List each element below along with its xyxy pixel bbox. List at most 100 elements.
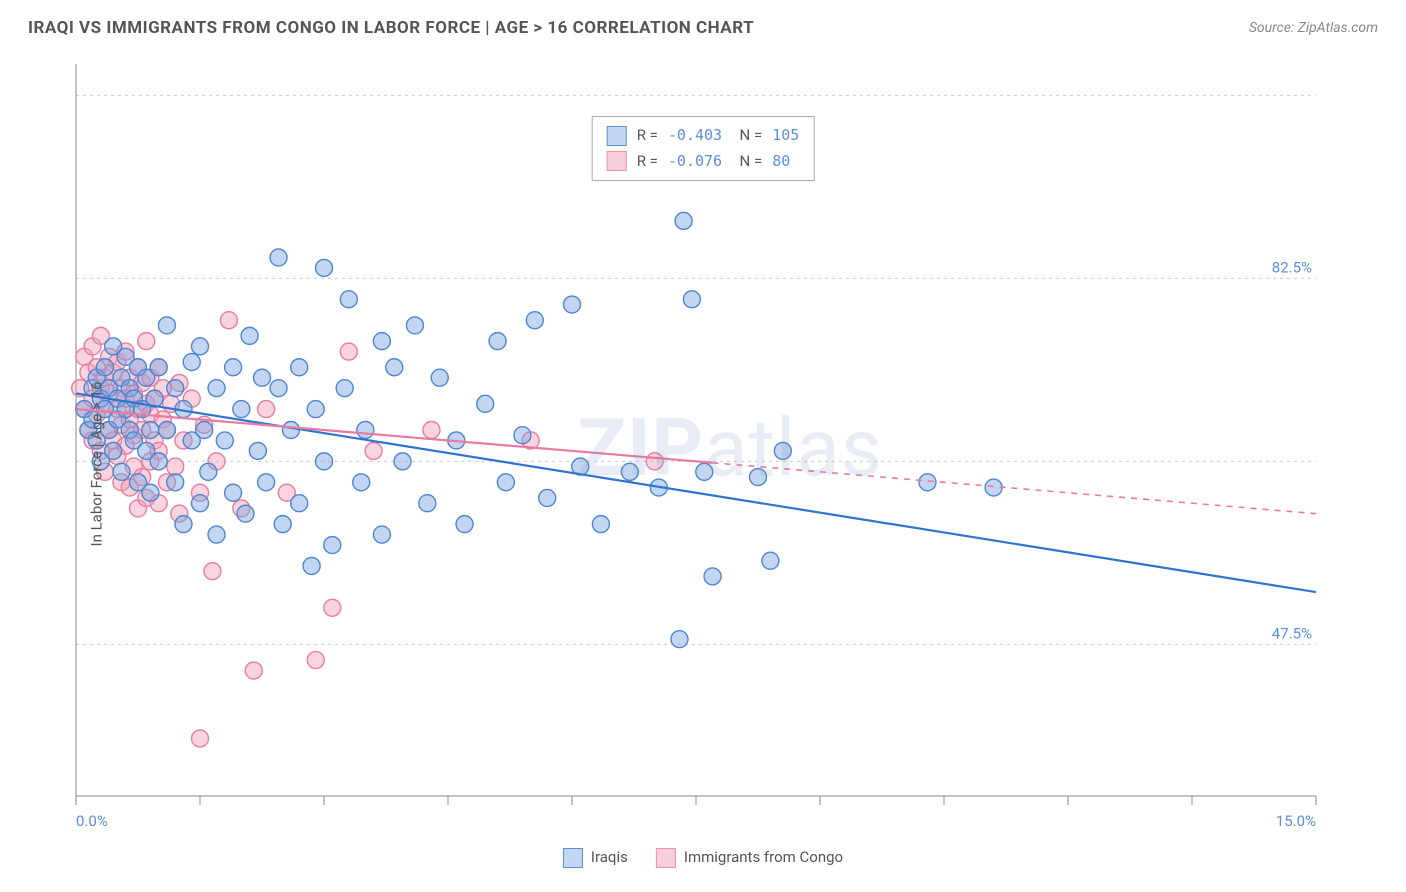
data-point [357,422,374,439]
data-point [142,484,159,501]
data-point [270,380,287,397]
data-point [621,463,638,480]
chart-title: IRAQI VS IMMIGRANTS FROM CONGO IN LABOR … [28,18,754,38]
data-point [225,484,242,501]
data-point [704,568,721,585]
data-point [489,333,506,350]
data-point [307,652,324,669]
data-point [477,395,494,412]
data-point [142,422,159,439]
data-point [138,333,155,350]
data-point [192,338,209,355]
data-point [324,599,341,616]
data-point [254,369,271,386]
data-point [216,432,233,449]
data-point [324,537,341,554]
legend-swatch [563,848,583,868]
legend-item: Immigrants from Congo [656,848,843,868]
legend-item: Iraqis [563,848,628,868]
data-point [175,516,192,533]
data-point [237,505,254,522]
data-point [762,552,779,569]
data-point [196,422,213,439]
data-point [303,557,320,574]
source-label: Source: ZipAtlas.com [1249,20,1378,36]
data-point [497,474,514,491]
data-point [225,359,242,376]
data-point [192,730,209,747]
data-point [241,327,258,344]
data-point [316,453,333,470]
data-point [233,401,250,418]
n-value: 105 [772,123,799,149]
data-point [646,453,663,470]
data-point [258,474,275,491]
svg-text:0.0%: 0.0% [76,812,108,830]
data-point [386,359,403,376]
data-point [406,317,423,334]
data-point [373,526,390,543]
stats-legend-row: R = -0.403 N = 105 [607,123,800,149]
data-point [208,380,225,397]
legend-label: Iraqis [591,848,628,866]
data-point [696,463,713,480]
stats-legend-row: R = -0.076 N = 80 [607,149,800,175]
data-point [316,259,333,276]
r-value: -0.076 [668,149,722,175]
data-point [373,333,390,350]
data-point [307,401,324,418]
data-point [456,516,473,533]
data-point [423,422,440,439]
data-point [291,495,308,512]
data-point [539,489,556,506]
data-point [245,662,262,679]
data-point [183,354,200,371]
data-point [365,442,382,459]
data-point [200,463,217,480]
data-point [167,458,184,475]
chart-container: In Labor Force | Age > 16 47.5% 82.5% 0.0%… [20,56,1386,872]
n-value: 80 [772,149,790,175]
legend-swatch [607,126,627,146]
legend-swatch [607,151,627,171]
data-point [514,427,531,444]
stats-legend: R = -0.403 N = 105R = -0.076 N = 80 [592,116,815,181]
data-point [683,291,700,308]
data-point [258,401,275,418]
data-point [353,474,370,491]
data-point [274,516,291,533]
data-point [750,469,767,486]
data-point [394,453,411,470]
r-value: -0.403 [668,123,722,149]
data-point [671,631,688,648]
data-point [96,359,113,376]
data-point [282,422,299,439]
data-point [675,212,692,229]
data-point [291,359,308,376]
svg-text:15.0%: 15.0% [1276,812,1316,830]
data-point [592,516,609,533]
data-point [105,442,122,459]
svg-text:47.5%: 47.5% [1272,624,1312,642]
data-point [167,474,184,491]
trend-line-extrapolated [713,463,1316,514]
trend-line [76,393,1316,592]
svg-text:82.5%: 82.5% [1272,258,1312,276]
legend-swatch [656,848,676,868]
data-point [526,312,543,329]
data-point [167,380,184,397]
data-point [336,380,353,397]
data-point [419,495,436,512]
data-point [564,296,581,313]
data-point [340,343,357,360]
y-axis-label: In Labor Force | Age > 16 [87,382,105,547]
legend-label: Immigrants from Congo [684,848,843,866]
data-point [204,563,221,580]
data-point [150,359,167,376]
data-point [208,526,225,543]
data-point [158,317,175,334]
data-point [113,463,130,480]
data-point [249,442,266,459]
data-point [340,291,357,308]
data-point [774,442,791,459]
